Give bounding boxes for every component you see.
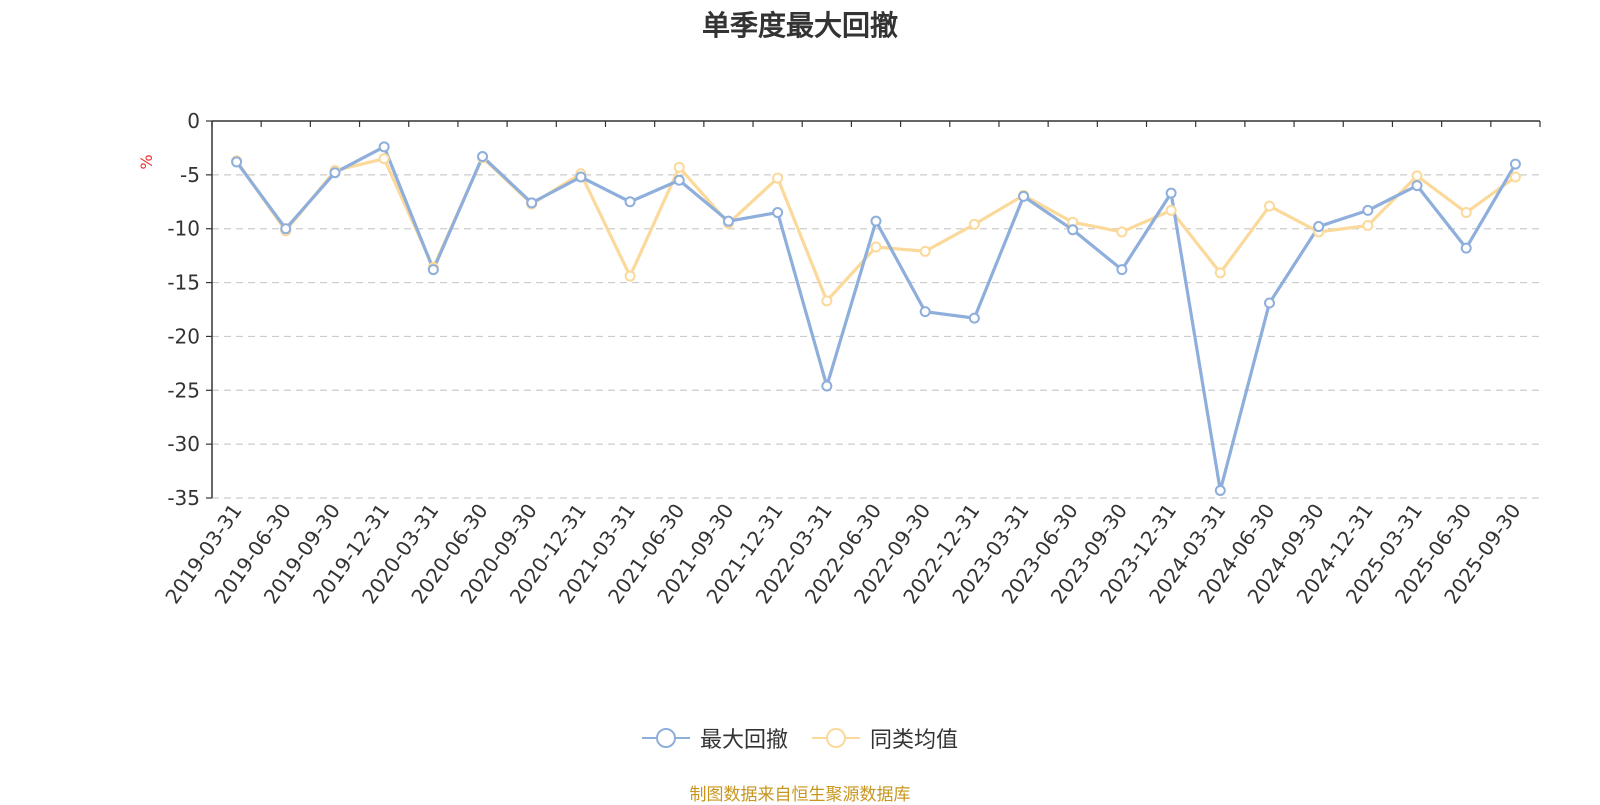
y-tick-label-3: -15 xyxy=(167,271,200,295)
legend-label-series-2: 同类均值 xyxy=(870,728,959,753)
data-point-s2-13 xyxy=(870,241,882,253)
y-tick-label-0: 0 xyxy=(187,109,200,133)
legend: 最大回撤 同类均值 xyxy=(0,722,1600,754)
data-point-s1-1 xyxy=(280,223,292,235)
data-point-s1-17 xyxy=(1067,224,1079,236)
data-point-s1-5 xyxy=(477,151,489,163)
y-tick-label-1: -5 xyxy=(180,163,200,187)
data-point-s1-19 xyxy=(1165,187,1177,199)
data-point-s1-26 xyxy=(1509,158,1521,170)
data-point-s1-15 xyxy=(968,312,980,324)
data-point-s2-8 xyxy=(624,270,636,282)
data-point-s1-7 xyxy=(575,171,587,183)
data-point-s2-21 xyxy=(1263,200,1275,212)
series-line-1 xyxy=(235,145,1517,493)
data-point-s2-11 xyxy=(772,172,784,184)
y-tick-label-6: -30 xyxy=(167,432,200,456)
data-point-s2-26 xyxy=(1509,171,1521,183)
chart-title: 单季度最大回撤 xyxy=(701,9,898,42)
data-point-s2-9 xyxy=(673,161,685,173)
data-point-s1-12 xyxy=(821,380,833,392)
data-point-s1-9 xyxy=(673,174,685,186)
legend-item-series-2[interactable]: 同类均值 xyxy=(812,722,958,754)
data-point-s1-25 xyxy=(1460,242,1472,254)
data-point-s1-4 xyxy=(427,264,439,276)
data-point-s1-14 xyxy=(919,306,931,318)
data-point-s2-18 xyxy=(1116,226,1128,238)
data-point-s1-21 xyxy=(1263,297,1275,309)
y-tick-label-5: -25 xyxy=(167,378,200,402)
data-point-s1-6 xyxy=(526,197,538,209)
data-point-s2-20 xyxy=(1214,267,1226,279)
data-point-s2-19 xyxy=(1165,204,1177,216)
legend-marker-series-1 xyxy=(641,728,690,748)
data-point-s2-3 xyxy=(378,153,390,165)
y-tick-label-2: -10 xyxy=(167,217,200,241)
data-source-note: 制图数据来自恒生聚源数据库 xyxy=(689,785,911,805)
data-point-s1-8 xyxy=(624,196,636,208)
data-point-s1-20 xyxy=(1214,484,1226,496)
data-point-s1-10 xyxy=(722,215,734,227)
data-point-s1-13 xyxy=(870,215,882,227)
data-point-s2-23 xyxy=(1362,219,1374,231)
data-point-s1-3 xyxy=(378,141,390,153)
data-point-s1-11 xyxy=(772,207,784,219)
data-point-s2-15 xyxy=(968,218,980,230)
data-point-s1-2 xyxy=(329,167,341,179)
legend-marker-series-2 xyxy=(812,728,860,748)
data-point-s2-25 xyxy=(1460,207,1472,219)
y-tick-label-4: -20 xyxy=(167,324,200,348)
data-point-s1-23 xyxy=(1362,204,1374,216)
data-point-s2-24 xyxy=(1411,170,1423,182)
y-axis-label: % xyxy=(137,154,156,169)
legend-item-series-1[interactable]: 最大回撤 xyxy=(641,722,788,754)
data-point-s1-16 xyxy=(1018,190,1030,202)
data-point-s1-22 xyxy=(1313,221,1325,233)
data-point-s1-24 xyxy=(1411,180,1423,192)
legend-label-series-1: 最大回撤 xyxy=(699,728,788,753)
data-point-s2-14 xyxy=(919,245,931,257)
data-point-s1-18 xyxy=(1116,264,1128,276)
data-point-s2-12 xyxy=(821,295,833,307)
data-point-s1-0 xyxy=(231,156,243,168)
y-tick-label-7: -35 xyxy=(167,486,200,510)
